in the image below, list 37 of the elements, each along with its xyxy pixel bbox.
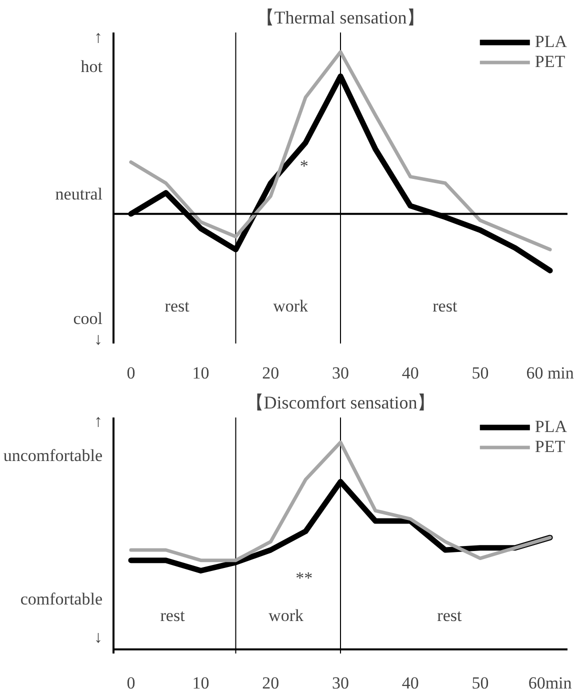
chart-title: 【Thermal sensation】 bbox=[256, 8, 425, 28]
legend-label: PET bbox=[534, 52, 566, 72]
text: uncomfortable bbox=[3, 446, 103, 465]
x-tick-label: 10 bbox=[192, 674, 210, 692]
annotation: ** bbox=[296, 568, 313, 588]
x-tick-label: 20 bbox=[262, 674, 280, 692]
x-tick-label: 40 bbox=[402, 364, 419, 382]
text: neutral bbox=[55, 184, 103, 204]
x-tick-label: 10 bbox=[192, 364, 210, 382]
text: ↓ bbox=[94, 329, 102, 348]
x-tick-label: 0 bbox=[126, 364, 136, 382]
legend-label: PET bbox=[534, 437, 566, 457]
annotation: work bbox=[268, 606, 304, 626]
x-tick-label: 60 min bbox=[526, 364, 574, 382]
legend-label: PLA bbox=[534, 417, 567, 437]
text: rest bbox=[164, 296, 190, 316]
text: cool bbox=[73, 309, 103, 328]
text: ↓ bbox=[94, 627, 102, 646]
x-tick-label: 30 bbox=[332, 674, 349, 692]
annotation: rest bbox=[160, 606, 186, 626]
text: ↑ bbox=[94, 412, 102, 431]
text: rest bbox=[432, 296, 458, 316]
x-tick-label: 30 bbox=[332, 364, 349, 382]
text: ↑ bbox=[94, 28, 102, 47]
x-tick-label: 40 bbox=[402, 674, 419, 692]
annotation: * bbox=[300, 156, 308, 176]
legend-label: PLA bbox=[534, 32, 567, 52]
x-tick-label: 50 bbox=[472, 674, 489, 692]
text: hot bbox=[80, 57, 103, 76]
x-tick-label: 50 bbox=[472, 364, 489, 382]
annotation: rest bbox=[437, 606, 462, 626]
chart-title: 【Discomfort sensation】 bbox=[246, 392, 436, 412]
text: work bbox=[273, 296, 309, 316]
x-tick-label: 0 bbox=[126, 674, 136, 692]
x-tick-label: 60min bbox=[528, 674, 572, 692]
x-tick-label: 20 bbox=[262, 364, 280, 382]
text: comfortable bbox=[20, 590, 103, 609]
